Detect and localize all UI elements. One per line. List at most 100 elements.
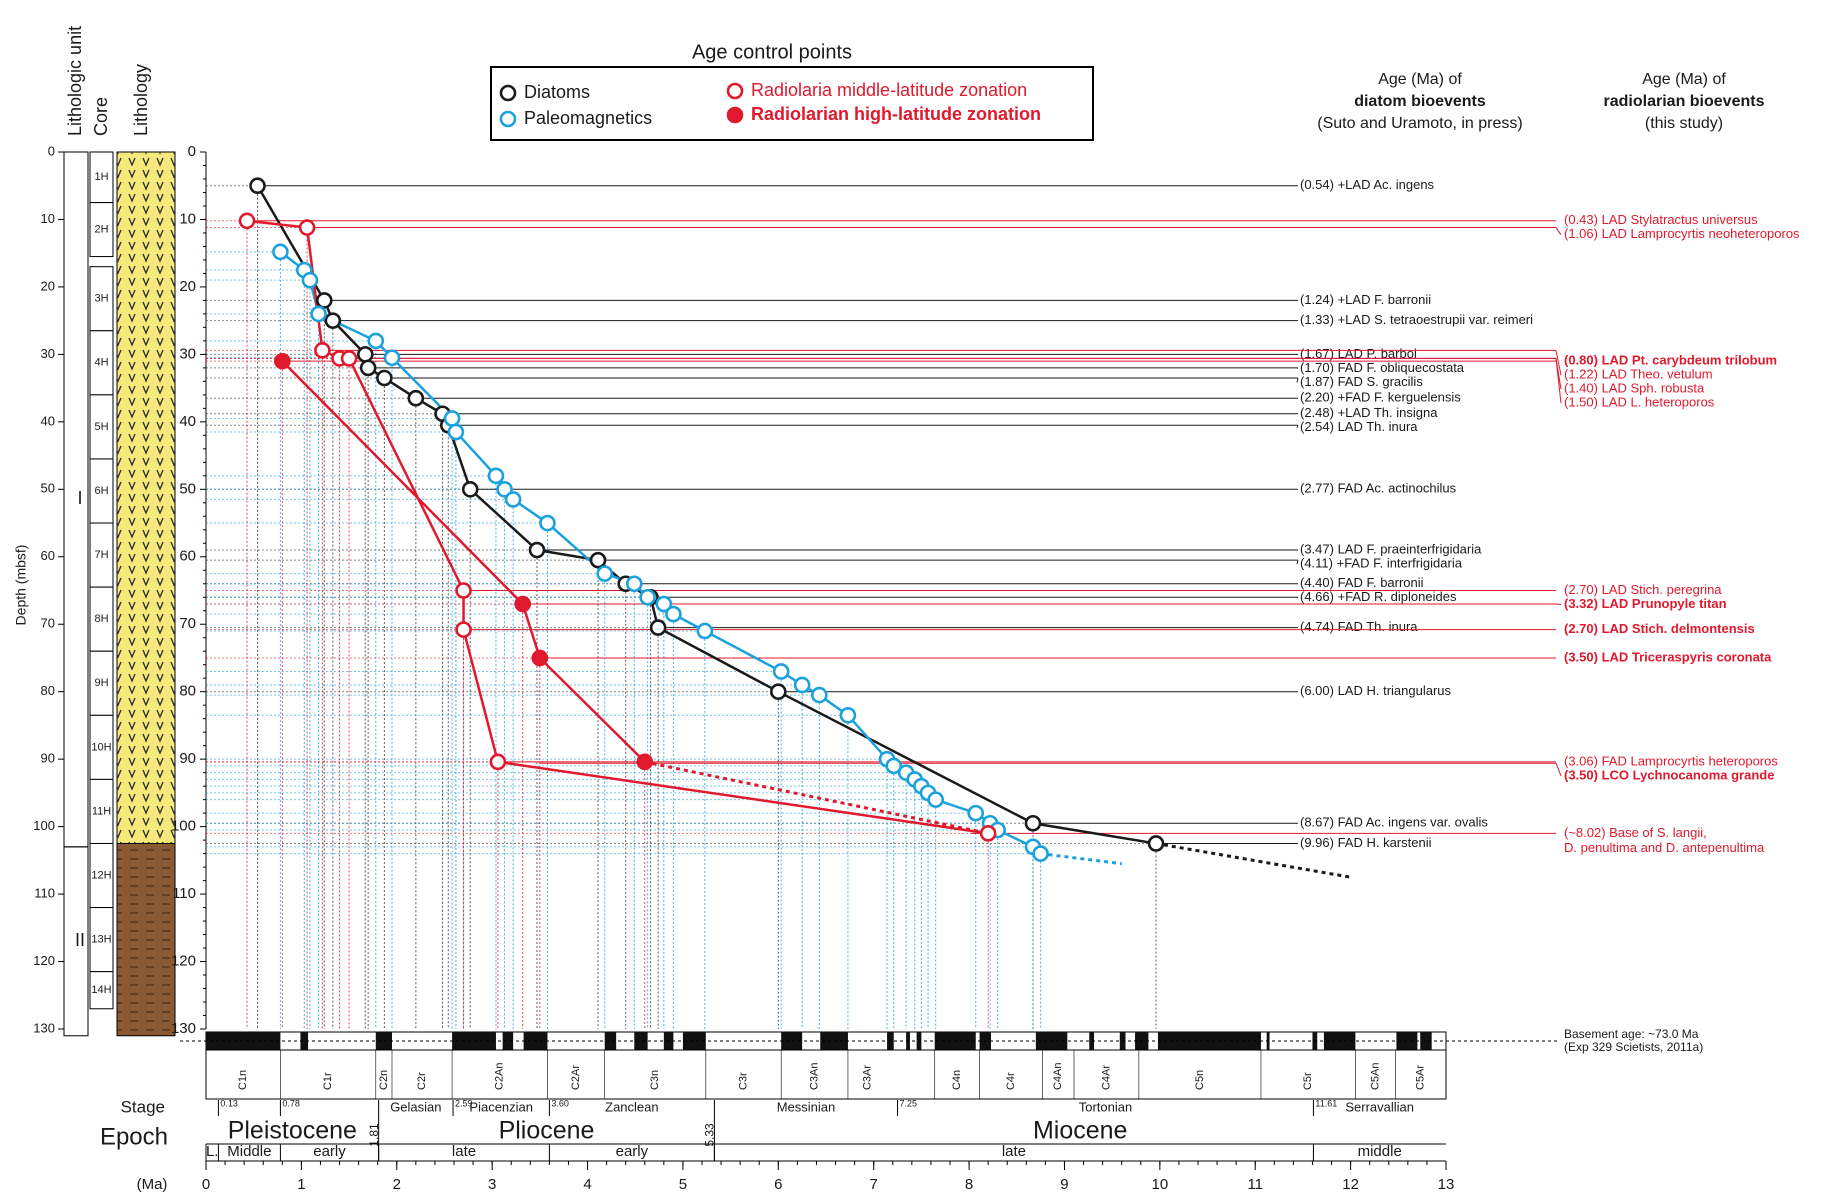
y-tick-label: 110 [172, 885, 196, 902]
event-label: (1.70) FAD F. obliquecostata [1300, 360, 1465, 375]
event-header: Age (Ma) of [1642, 71, 1726, 88]
core-label: 13H [91, 934, 111, 946]
event-label: (3.47) LAD F. praeinterfrigidaria [1300, 541, 1482, 556]
core-label: 11H [92, 805, 111, 817]
event-label: (2.70) LAD Stich. peregrina [1564, 582, 1722, 597]
column-tick-label: 80 [41, 683, 55, 698]
legend-marker [501, 112, 515, 126]
subepoch-label: Middle [227, 1143, 271, 1160]
data-point [841, 708, 855, 722]
data-point [300, 221, 314, 235]
data-point [275, 354, 289, 368]
chron-label: C2Ar [570, 1065, 582, 1090]
event-header: radiolarian bioevents [1604, 93, 1765, 110]
data-point [303, 273, 317, 287]
series-extension [1041, 854, 1122, 864]
stage-title: Stage [121, 1097, 165, 1116]
stage-boundary-label: 11.61 [1315, 1098, 1337, 1108]
x-tick-label: 3 [488, 1176, 496, 1193]
core-label: 3H [94, 293, 108, 305]
data-point [627, 577, 641, 591]
column-tick-label: 60 [41, 548, 55, 563]
column-tick-label: 100 [33, 818, 55, 833]
event-label: (4.74) FAD Th. inura [1300, 619, 1418, 634]
event-connector [1556, 228, 1561, 235]
polarity-normal [1158, 1032, 1261, 1050]
event-label: (2.54) LAD Th. inura [1300, 419, 1418, 434]
event-label: (4.40) FAD F. barronii [1300, 575, 1424, 590]
data-point [449, 425, 463, 439]
chart: Lithologic unitCoreLithologyDepth (mbsf)… [0, 0, 1824, 1196]
event-header: diatom bioevents [1354, 93, 1486, 110]
unit-label: II [75, 930, 85, 950]
data-point [326, 314, 340, 328]
y-tick-label: 100 [171, 818, 196, 835]
basement-note: Basement age: ~73.0 Ma [1564, 1027, 1699, 1041]
core-label: 6H [94, 485, 108, 497]
stage-boundary-label: 0.78 [282, 1098, 300, 1108]
data-point [369, 334, 383, 348]
subepoch-label: late [452, 1143, 476, 1160]
x-tick-label: 2 [393, 1176, 401, 1193]
y-tick-label: 40 [179, 413, 196, 430]
chron-label: C1r [322, 1072, 334, 1090]
unit-label: I [77, 488, 82, 508]
x-tick-label: 1 [297, 1176, 305, 1193]
chron-label: C2n [378, 1070, 390, 1090]
chron-label: C1n [237, 1070, 249, 1090]
column-tick-label: 20 [41, 278, 55, 293]
event-label: D. penultima and D. antepenultima [1564, 840, 1765, 855]
column-tick-label: 90 [41, 751, 55, 766]
core-label: 12H [91, 869, 111, 881]
y-tick-label: 50 [179, 480, 196, 497]
column-tick-label: 120 [33, 953, 55, 968]
event-connector [1297, 597, 1298, 598]
epoch-label: Pleistocene [228, 1117, 357, 1145]
data-point [1026, 816, 1040, 830]
data-point [540, 516, 554, 530]
x-axis-title: (Ma) [137, 1176, 168, 1193]
chron-label: C3Ar [861, 1065, 873, 1090]
y-tick-label: 90 [179, 750, 196, 767]
data-point [317, 293, 331, 307]
chron-label: C4r [1005, 1072, 1017, 1090]
chron-label: C5An [1369, 1062, 1381, 1090]
stage-boundary-label: 2.59 [455, 1098, 473, 1108]
data-point [315, 343, 329, 357]
column-tick-label: 0 [48, 143, 55, 158]
event-label: (9.96) FAD H. karstenii [1300, 835, 1432, 850]
data-point [342, 351, 356, 365]
epoch-title: Epoch [100, 1123, 168, 1150]
event-connector [1297, 368, 1298, 369]
event-label: (8.67) FAD Ac. ingens var. ovalis [1300, 815, 1488, 830]
event-header: (this study) [1645, 115, 1723, 132]
event-label: (2.77) FAD Ac. actinochilus [1300, 481, 1457, 496]
stage-boundary-label: 0.13 [220, 1098, 238, 1108]
y-tick-label: 0 [188, 143, 196, 160]
event-label: (0.80) LAD Pt. carybdeum trilobum [1564, 353, 1777, 368]
chron-label: C2An [494, 1062, 506, 1090]
event-label: (1.33) +LAD S. tetraoestrupii var. reime… [1300, 312, 1533, 327]
data-point [812, 688, 826, 702]
data-point [1034, 847, 1048, 861]
column-tick-label: 40 [41, 413, 55, 428]
data-point [530, 543, 544, 557]
event-header: (Suto and Uramoto, in press) [1317, 115, 1522, 132]
y-tick-label: 130 [171, 1020, 196, 1037]
event-connector [1556, 763, 1561, 776]
data-point [533, 651, 547, 665]
core-label: 10H [91, 741, 111, 753]
event-label: (0.54) +LAD Ac. ingens [1300, 177, 1435, 192]
data-point [463, 482, 477, 496]
x-tick-label: 13 [1438, 1176, 1455, 1193]
chart-title: Age control points [692, 41, 852, 63]
data-point [273, 245, 287, 259]
chron-label: C3n [649, 1070, 661, 1090]
data-point [516, 597, 530, 611]
event-label: (4.11) +FAD F. interfrigidaria [1300, 555, 1463, 570]
core-label: 4H [94, 357, 108, 369]
y-tick-label: 120 [171, 953, 196, 970]
stage-label: Serravallian [1345, 1099, 1414, 1114]
data-point [491, 755, 505, 769]
event-label: (2.48) +LAD Th. insigna [1300, 405, 1438, 420]
